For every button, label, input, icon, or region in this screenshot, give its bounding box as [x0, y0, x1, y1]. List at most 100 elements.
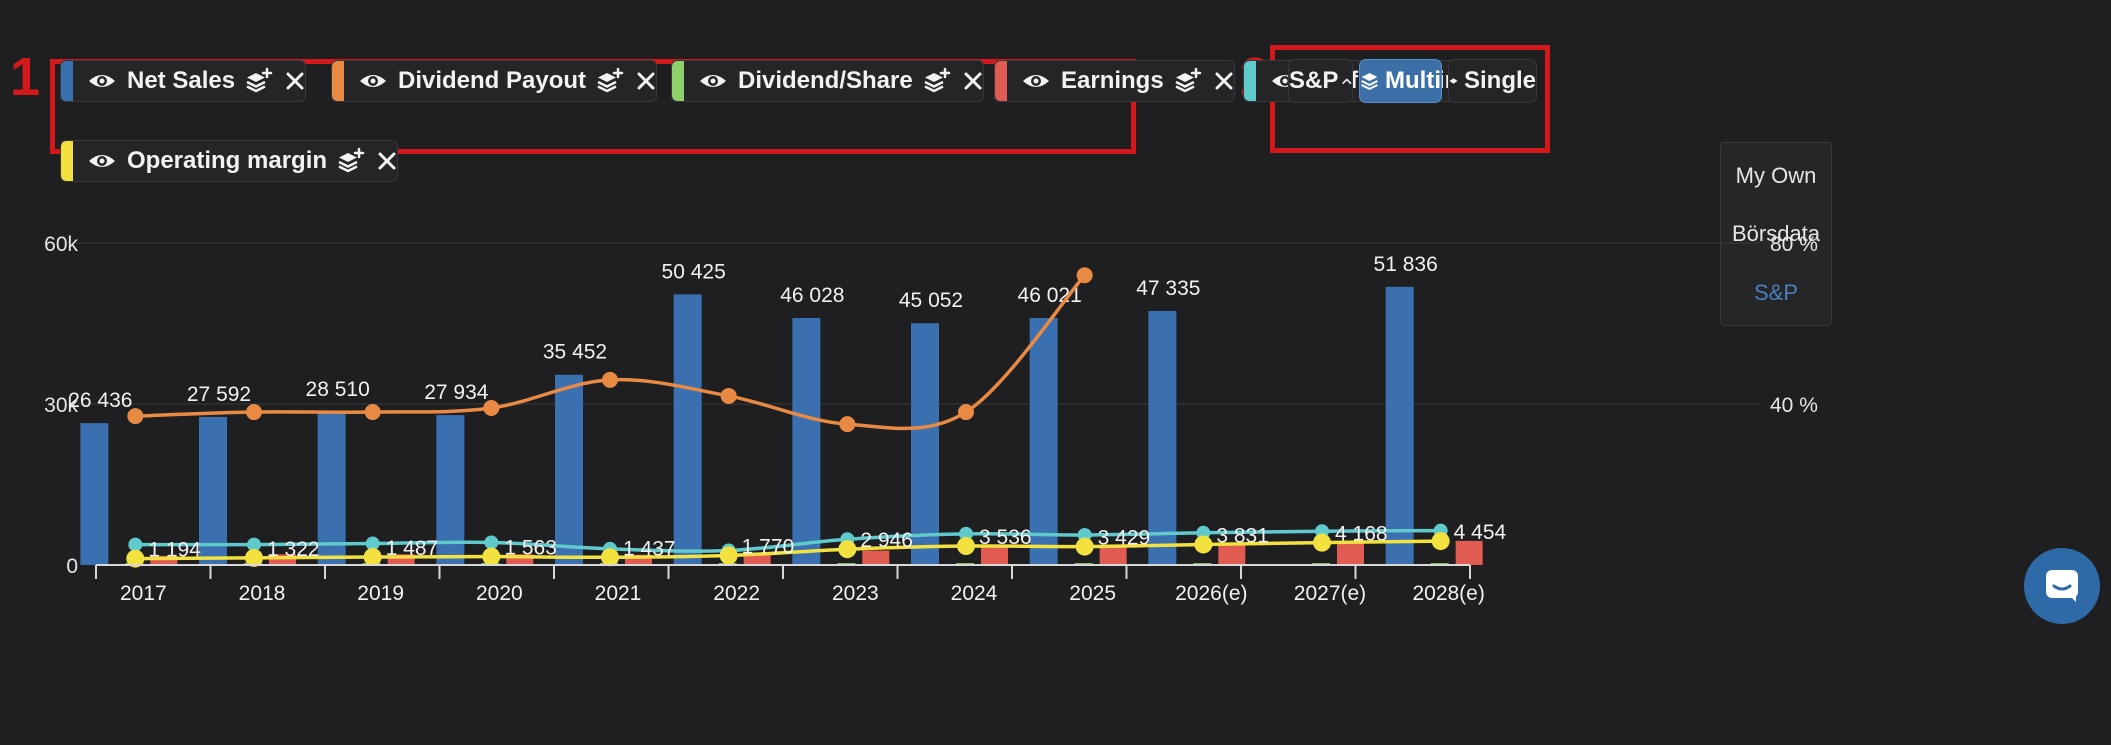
bar-earnings: [1099, 546, 1127, 565]
multi-mode-button[interactable]: Multi: [1359, 59, 1442, 103]
series-color-swatch: [332, 61, 344, 101]
data-label-operating-margin: 1 194: [148, 539, 201, 562]
single-mode-button[interactable]: Single: [1448, 59, 1537, 103]
bar-net-sales: [673, 294, 702, 565]
layers-add-icon[interactable]: [1174, 67, 1202, 95]
legend-item-label: Dividend/Share: [738, 67, 913, 94]
bar-dividend-share: [1074, 563, 1093, 565]
bar-net-sales: [1385, 286, 1414, 565]
bar-dividend-share: [1312, 563, 1330, 565]
data-label-operating-margin: 2 946: [860, 529, 913, 552]
x-tick-label: 2018: [239, 582, 286, 605]
bar-earnings: [743, 553, 771, 565]
point-operating-margin: [1313, 533, 1331, 552]
bar-dividend-share: [956, 563, 974, 565]
dropdown-option-sp[interactable]: S&P: [1753, 280, 1799, 305]
close-icon[interactable]: [377, 151, 397, 171]
data-label-operating-margin: 3 536: [979, 526, 1032, 549]
legend-item-label: Dividend Payout: [398, 67, 587, 94]
data-label-net-sales: 46 021: [1018, 284, 1082, 307]
bar-net-sales: [80, 423, 109, 565]
point-dividend-payout: [839, 416, 856, 433]
chevron-up-icon: [1342, 78, 1352, 84]
bar-dividend-share: [1430, 563, 1449, 565]
x-tick-label: 2026(e): [1175, 582, 1247, 605]
layers-icon: [1361, 73, 1378, 90]
point-operating-margin: [245, 548, 263, 567]
bar-earnings: [1218, 544, 1246, 565]
y-left-tick-label: 0: [66, 555, 78, 578]
bar-earnings: [269, 554, 296, 565]
bar-net-sales: [1029, 318, 1058, 565]
data-label-net-sales: 45 052: [899, 289, 963, 312]
dropdown-option-borsdata[interactable]: Börsdata: [1731, 221, 1821, 246]
legend-item[interactable]: Dividend Payout: [331, 60, 658, 102]
point-dividend-payout: [127, 408, 144, 425]
point-operating-margin: [957, 537, 975, 556]
point-operating-margin: [1075, 537, 1094, 556]
bar-earnings: [506, 554, 534, 565]
source-select-button[interactable]: S&P: [1288, 59, 1353, 103]
bar-dividend-share: [718, 563, 737, 565]
point-operating-margin: [1431, 532, 1450, 551]
source-select-label: S&P: [1289, 67, 1339, 94]
dropdown-option-my-own[interactable]: My Own: [1735, 163, 1817, 188]
series-color-swatch: [61, 61, 73, 101]
source-dropdown-menu: My Own Börsdata S&P: [1720, 142, 1832, 326]
data-label-net-sales: 51 836: [1374, 253, 1438, 276]
series-color-swatch: [1244, 61, 1256, 101]
point-profit-margin: [1433, 523, 1448, 538]
data-label-net-sales: 46 028: [780, 284, 844, 307]
data-label-operating-margin: 1 322: [267, 538, 320, 561]
chat-button[interactable]: [2024, 548, 2100, 624]
data-label-net-sales: 35 452: [543, 341, 607, 364]
point-dividend-payout: [602, 371, 618, 388]
bar-earnings: [981, 545, 1008, 565]
data-label-net-sales: 27 934: [424, 381, 489, 404]
bar-net-sales: [911, 323, 939, 565]
point-dividend-payout: [1076, 267, 1093, 284]
legend-item[interactable]: Net Sales: [60, 60, 307, 102]
point-dividend-payout: [483, 400, 500, 417]
point-operating-margin: [838, 540, 857, 559]
layers-add-icon[interactable]: [923, 67, 951, 95]
data-label-net-sales: 27 592: [187, 383, 251, 406]
close-icon[interactable]: [285, 71, 305, 91]
data-label-net-sales: 26 436: [68, 389, 132, 412]
bar-earnings: [150, 555, 178, 565]
layers-add-icon[interactable]: [337, 147, 365, 175]
x-tick-label: 2025: [1069, 582, 1116, 605]
x-tick-label: 2028(e): [1412, 582, 1484, 605]
close-icon[interactable]: [963, 71, 983, 91]
data-label-operating-margin: 3 831: [1216, 524, 1269, 547]
layers-add-icon[interactable]: [245, 67, 273, 95]
line-operating-margin: [135, 539, 1441, 561]
y-left-tick-label: 30k: [44, 394, 78, 417]
bar-earnings: [1455, 540, 1483, 565]
legend-item[interactable]: Operating margin: [60, 140, 399, 182]
eye-icon[interactable]: [358, 71, 388, 91]
point-profit-margin: [959, 526, 973, 541]
bar-net-sales: [436, 415, 465, 565]
data-label-operating-margin: 1 770: [742, 536, 795, 559]
data-label-operating-margin: 3 429: [1098, 527, 1151, 550]
legend-item[interactable]: Earnings: [994, 60, 1235, 102]
point-profit-margin: [1315, 524, 1329, 539]
point-operating-margin: [482, 547, 501, 566]
bar-dividend-share: [600, 563, 618, 565]
eye-icon[interactable]: [1021, 71, 1051, 91]
eye-icon[interactable]: [87, 71, 117, 91]
legend-item[interactable]: Dividend/Share: [671, 60, 984, 102]
chat-bubble-icon: [2046, 570, 2078, 602]
close-icon[interactable]: [636, 71, 656, 91]
eye-icon[interactable]: [87, 151, 117, 171]
line-dividend-payout: [135, 274, 1086, 431]
x-tick-label: 2024: [951, 582, 998, 605]
layers-add-icon[interactable]: [596, 67, 624, 95]
close-icon[interactable]: [1214, 71, 1234, 91]
bar-earnings: [1337, 542, 1364, 565]
data-label-operating-margin: 1 437: [623, 537, 676, 560]
point-operating-margin: [719, 546, 738, 565]
legend-item-label: Operating margin: [127, 147, 328, 174]
eye-icon[interactable]: [698, 71, 728, 91]
